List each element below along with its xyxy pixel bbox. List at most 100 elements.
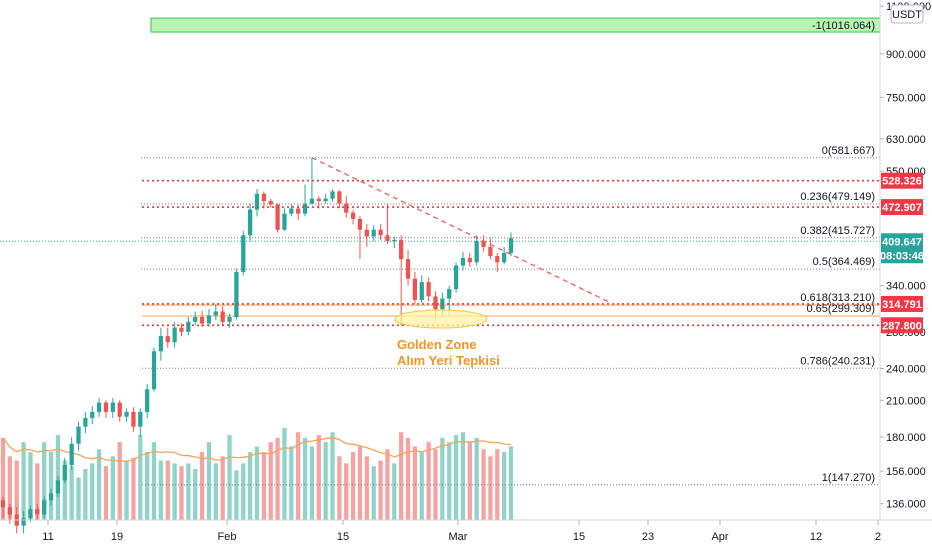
currency-badge[interactable]: USDT xyxy=(890,4,924,24)
candle-body[interactable] xyxy=(21,518,26,526)
candle-body[interactable] xyxy=(268,201,273,205)
candle-body[interactable] xyxy=(131,411,136,427)
candle-body[interactable] xyxy=(405,259,411,279)
time-tick-label: 19 xyxy=(111,531,123,543)
candle-body[interactable] xyxy=(371,229,376,237)
candle-body[interactable] xyxy=(316,198,321,202)
candle-body[interactable] xyxy=(124,411,129,417)
volume-bar xyxy=(241,463,246,520)
candle-body[interactable] xyxy=(261,193,266,202)
candle-body[interactable] xyxy=(193,316,198,322)
candle-body[interactable] xyxy=(28,509,33,519)
golden-zone-ellipse[interactable] xyxy=(394,309,488,329)
candle-body[interactable] xyxy=(7,507,12,515)
candle-body[interactable] xyxy=(138,411,143,427)
currency-label: USDT xyxy=(892,9,922,21)
volume-ma-line xyxy=(2,436,512,462)
candle-body[interactable] xyxy=(158,336,164,352)
volume-bar xyxy=(213,463,218,520)
candle-body[interactable] xyxy=(495,256,500,263)
price-tag xyxy=(881,199,923,216)
candle-body[interactable] xyxy=(508,238,514,253)
candle-body[interactable] xyxy=(206,315,212,324)
candle-body[interactable] xyxy=(309,198,315,204)
candle-body[interactable] xyxy=(282,213,287,230)
candle-body[interactable] xyxy=(337,191,342,204)
fib-extension-zone[interactable] xyxy=(150,17,881,33)
candle-body[interactable] xyxy=(103,402,109,412)
candle-body[interactable] xyxy=(248,209,253,236)
candle-body[interactable] xyxy=(385,235,390,242)
fib-level-label: 0.236(479.149) xyxy=(800,191,875,203)
candle-body[interactable] xyxy=(172,327,177,343)
candle-body[interactable] xyxy=(392,239,397,242)
candle-body[interactable] xyxy=(344,203,349,213)
candle-body[interactable] xyxy=(467,257,472,263)
candle-body[interactable] xyxy=(447,289,452,299)
candle-body[interactable] xyxy=(117,402,122,417)
candle-body[interactable] xyxy=(296,208,301,214)
candle-body[interactable] xyxy=(275,204,280,230)
volume-bar xyxy=(426,442,431,520)
candle-body[interactable] xyxy=(48,493,54,501)
candle-body[interactable] xyxy=(488,246,493,257)
fibonacci-retracement[interactable]: -1(1016.064) 0(581.667) 0.236(479.149) 0.38… xyxy=(141,17,881,486)
candle-body[interactable] xyxy=(254,193,260,210)
volume-bar xyxy=(392,463,397,520)
candle-body[interactable] xyxy=(241,235,246,273)
candle-body[interactable] xyxy=(350,212,356,219)
candle-body[interactable] xyxy=(186,321,191,332)
candle-body[interactable] xyxy=(433,296,438,310)
candle-body[interactable] xyxy=(35,509,40,515)
volume-bar xyxy=(90,463,95,520)
volume-bar xyxy=(371,466,376,520)
candle-body[interactable] xyxy=(110,402,115,412)
candle-body[interactable] xyxy=(399,239,404,260)
candle-body[interactable] xyxy=(426,282,431,297)
candle-body[interactable] xyxy=(199,316,205,324)
candle-body[interactable] xyxy=(357,218,363,230)
candle-body[interactable] xyxy=(502,252,507,263)
candle-body[interactable] xyxy=(330,191,335,199)
candle-body[interactable] xyxy=(227,316,232,322)
candle-body[interactable] xyxy=(0,500,6,508)
candle-body[interactable] xyxy=(62,465,67,481)
candle-body[interactable] xyxy=(42,500,47,515)
candle-body[interactable] xyxy=(419,282,424,301)
volume-bar xyxy=(76,477,81,520)
volume-bar xyxy=(110,456,115,520)
candle-body[interactable] xyxy=(76,426,81,444)
candle-body[interactable] xyxy=(412,278,418,301)
candle-body[interactable] xyxy=(96,402,102,412)
candle-body[interactable] xyxy=(220,311,225,322)
candle-body[interactable] xyxy=(145,389,150,412)
candlesticks[interactable] xyxy=(0,157,514,534)
price-tick-label: 340.000 xyxy=(886,281,926,293)
candle-body[interactable] xyxy=(69,443,74,466)
fib-level-label: 0(581.667) xyxy=(822,145,875,157)
price-tag-label: 409.647 xyxy=(882,236,922,248)
time-tick-label: 12 xyxy=(810,531,822,543)
candle-body[interactable] xyxy=(179,327,184,332)
candle-body[interactable] xyxy=(364,229,369,237)
time-axis[interactable]: 11 19 Feb 15 Mar 15 23 Apr 12 2 xyxy=(0,519,932,543)
candle-body[interactable] xyxy=(90,411,95,418)
candle-body[interactable] xyxy=(55,480,61,494)
candle-body[interactable] xyxy=(378,229,383,236)
candle-body[interactable] xyxy=(213,311,218,316)
downtrend-line[interactable] xyxy=(311,157,609,303)
candle-body[interactable] xyxy=(323,198,328,202)
candle-body[interactable] xyxy=(289,208,294,214)
candle-body[interactable] xyxy=(453,265,459,290)
candle-body[interactable] xyxy=(234,272,239,317)
candle-body[interactable] xyxy=(302,203,308,214)
candle-body[interactable] xyxy=(460,257,466,266)
volume-bar xyxy=(165,460,170,520)
candle-body[interactable] xyxy=(151,351,157,390)
candle-body[interactable] xyxy=(474,241,479,263)
candle-body[interactable] xyxy=(83,417,88,427)
candle-body[interactable] xyxy=(165,336,170,343)
candle-body[interactable] xyxy=(481,241,486,247)
